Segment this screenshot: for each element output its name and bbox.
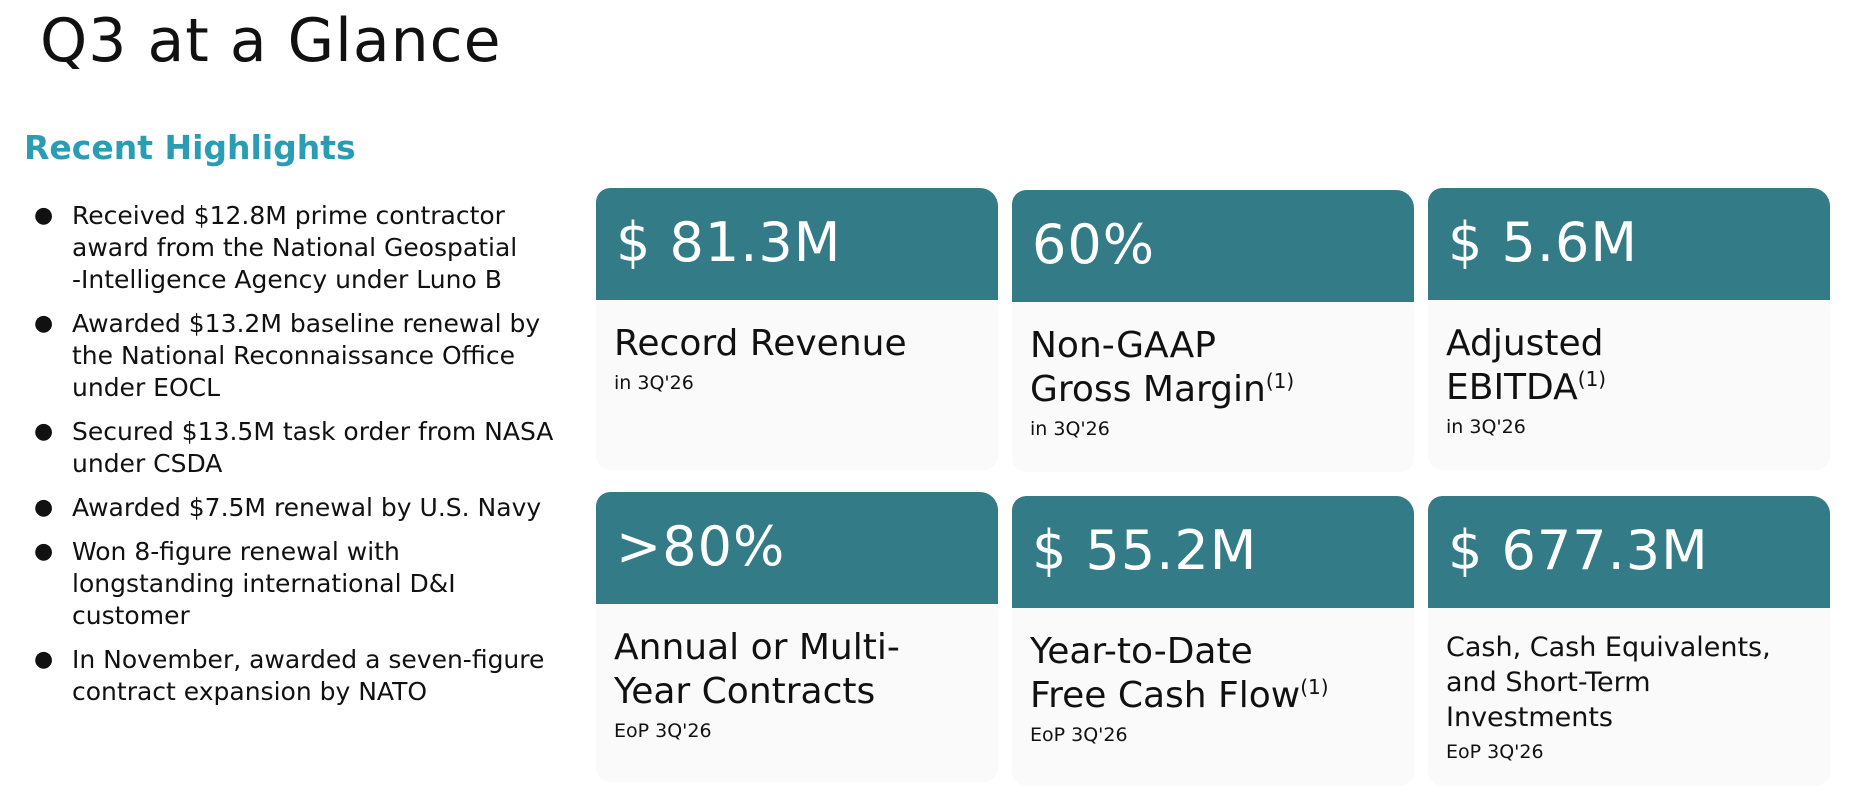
highlight-line: In November, awarded a seven-figure [72,645,545,674]
page-title: Q3 at a Glance [40,6,502,76]
bullet-icon: ● [34,647,54,672]
highlight-line: the National Reconnaissance Office [72,341,515,370]
metric-period: in 3Q'26 [1030,418,1110,440]
metric-label: Year-to-Date Free Cash Flow(1) [1030,630,1396,718]
metric-value: $ 55.2M [1032,519,1258,582]
metric-label-line: Annual or Multi- [614,627,900,668]
metric-card-header: $ 81.3M [596,188,998,300]
metric-label: Annual or Multi- Year Contracts [614,626,980,714]
metric-period: EoP 3Q'26 [1030,724,1128,746]
list-item: ● Won 8-figure renewal with longstanding… [34,536,594,632]
metric-card-gross-margin: 60% Non-GAAP Gross Margin(1) in 3Q'26 [1012,190,1414,472]
highlight-line: longstanding international D&I [72,569,456,598]
metric-label-line: Year Contracts [614,671,876,712]
list-item: ● Awarded $13.2M baseline renewal by the… [34,308,594,404]
metric-period: EoP 3Q'26 [614,720,712,742]
metric-card-contracts: >80% Annual or Multi- Year Contracts EoP… [596,492,998,782]
bullet-icon: ● [34,203,54,228]
metric-label-line: EBITDA [1446,367,1578,408]
highlight-line: Awarded $13.2M baseline renewal by [72,309,541,338]
highlight-line: contract expansion by NATO [72,677,428,706]
footnote-marker: (1) [1265,369,1295,393]
metric-period: in 3Q'26 [1446,416,1526,438]
metric-label-line: Non-GAAP [1030,325,1216,366]
metric-label-line: Free Cash Flow [1030,675,1301,716]
highlight-line: -Intelligence Agency under Luno B [72,265,502,294]
metric-card-body: Annual or Multi- Year Contracts EoP 3Q'2… [596,604,998,742]
metric-period: EoP 3Q'26 [1446,741,1544,763]
bullet-icon: ● [34,539,54,564]
metric-label-line: and Short-Term [1446,667,1651,698]
metric-value: $ 81.3M [616,211,842,274]
metric-card-record-revenue: $ 81.3M Record Revenue in 3Q'26 [596,188,998,470]
metric-card-body: Record Revenue in 3Q'26 [596,300,998,394]
metric-label-line: Record Revenue [614,323,907,364]
metric-label: Adjusted EBITDA(1) [1446,322,1812,410]
highlight-line: under EOCL [72,373,221,402]
metric-card-adjusted-ebitda: $ 5.6M Adjusted EBITDA(1) in 3Q'26 [1428,188,1830,470]
metric-label-line: Gross Margin [1030,369,1266,410]
recent-highlights-heading: Recent Highlights [24,128,356,167]
metric-label: Record Revenue [614,322,980,366]
metric-label: Non-GAAP Gross Margin(1) [1030,324,1396,412]
metric-card-header: $ 55.2M [1012,496,1414,608]
metric-label-line: Year-to-Date [1030,631,1253,672]
highlight-line: under CSDA [72,449,223,478]
metric-value: $ 5.6M [1448,211,1638,274]
list-item: ● Received $12.8M prime contractor award… [34,200,594,296]
bullet-icon: ● [34,495,54,520]
metric-card-header: $ 5.6M [1428,188,1830,300]
metric-card-header: >80% [596,492,998,604]
metric-label-line: Adjusted [1446,323,1604,364]
metric-value: >80% [616,515,786,578]
highlight-line: Received $12.8M prime contractor [72,201,505,230]
footnote-marker: (1) [1577,367,1607,391]
highlight-line: Awarded $7.5M renewal by U.S. Navy [72,493,542,522]
footnote-marker: (1) [1300,675,1329,699]
highlights-list: ● Received $12.8M prime contractor award… [34,200,594,720]
metric-period: in 3Q'26 [614,372,694,394]
bullet-icon: ● [34,311,54,336]
metric-card-cash: $ 677.3M Cash, Cash Equivalents, and Sho… [1428,496,1830,786]
highlight-line: Secured $13.5M task order from NASA [72,417,554,446]
metric-label-line: Cash, Cash Equivalents, [1446,632,1771,663]
metric-card-body: Non-GAAP Gross Margin(1) in 3Q'26 [1012,302,1414,440]
highlight-line: customer [72,601,190,630]
metric-card-free-cash-flow: $ 55.2M Year-to-Date Free Cash Flow(1) E… [1012,496,1414,786]
metric-card-body: Cash, Cash Equivalents, and Short-Term I… [1428,608,1830,763]
list-item: ● In November, awarded a seven-figure co… [34,644,594,708]
metric-card-header: 60% [1012,190,1414,302]
metric-value: $ 677.3M [1448,519,1709,582]
highlight-line: Won 8-figure renewal with [72,537,400,566]
bullet-icon: ● [34,419,54,444]
metric-label: Cash, Cash Equivalents, and Short-Term I… [1446,630,1812,735]
metric-label-line: Investments [1446,702,1613,733]
highlight-line: award from the National Geospatial [72,233,518,262]
metric-card-body: Year-to-Date Free Cash Flow(1) EoP 3Q'26 [1012,608,1414,746]
metric-card-header: $ 677.3M [1428,496,1830,608]
list-item: ● Secured $13.5M task order from NASA un… [34,416,594,480]
list-item: ● Awarded $7.5M renewal by U.S. Navy [34,492,594,524]
metric-value: 60% [1032,213,1156,276]
metric-card-body: Adjusted EBITDA(1) in 3Q'26 [1428,300,1830,438]
